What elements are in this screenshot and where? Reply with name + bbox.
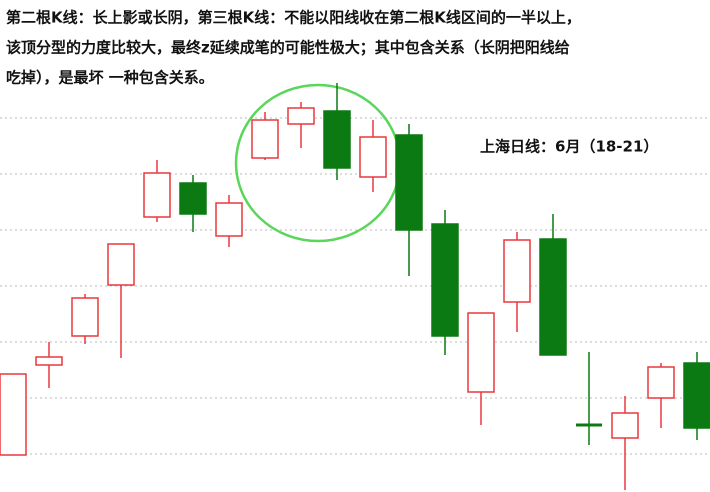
annotation: 吃掉），是最坏 一种包含关系。 (6, 69, 214, 87)
candle-body (467, 312, 495, 393)
candle-body (611, 412, 639, 439)
candle-body (35, 356, 63, 366)
candle-body (143, 172, 171, 218)
candle-body (0, 373, 27, 456)
candle-body (683, 362, 710, 429)
candle-body (359, 136, 387, 178)
candle-body (431, 223, 459, 337)
annotation: 第二根K线：长上影或长阴，第三根K线：不能以阳线收在第二根K线区间的一半以上， (6, 9, 581, 27)
candle-body (107, 243, 135, 286)
candle-body (395, 134, 423, 231)
candle-body (539, 238, 567, 356)
candle-body (179, 182, 207, 215)
annotation: 该顶分型的力度比较大，最终z延续成笔的可能性极大；其中包含关系（长阴把阳线给 (6, 39, 570, 57)
candle-body (251, 119, 279, 159)
candle-body (503, 239, 531, 303)
candle-body (323, 110, 351, 169)
candle-body (287, 107, 315, 125)
candle-body (71, 297, 99, 337)
candle-body (215, 202, 243, 237)
chart-label: 上海日线：6月（18-21） (480, 138, 658, 156)
candle-body (647, 366, 675, 399)
